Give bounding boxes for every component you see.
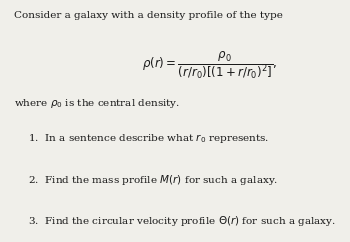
Text: Consider a galaxy with a density profile of the type: Consider a galaxy with a density profile…: [14, 11, 283, 20]
Text: where $\rho_0$ is the central density.: where $\rho_0$ is the central density.: [14, 97, 180, 110]
Text: $\rho(r) = \dfrac{\rho_0}{(r/r_0)[(1 + r/r_0)^2]},$: $\rho(r) = \dfrac{\rho_0}{(r/r_0)[(1 + r…: [142, 50, 278, 81]
Text: 3.  Find the circular velocity profile $\Theta(r)$ for such a galaxy.: 3. Find the circular velocity profile $\…: [28, 214, 336, 228]
Text: 2.  Find the mass profile $M(r)$ for such a galaxy.: 2. Find the mass profile $M(r)$ for such…: [28, 173, 278, 187]
Text: 1.  In a sentence describe what $r_0$ represents.: 1. In a sentence describe what $r_0$ rep…: [28, 132, 269, 145]
